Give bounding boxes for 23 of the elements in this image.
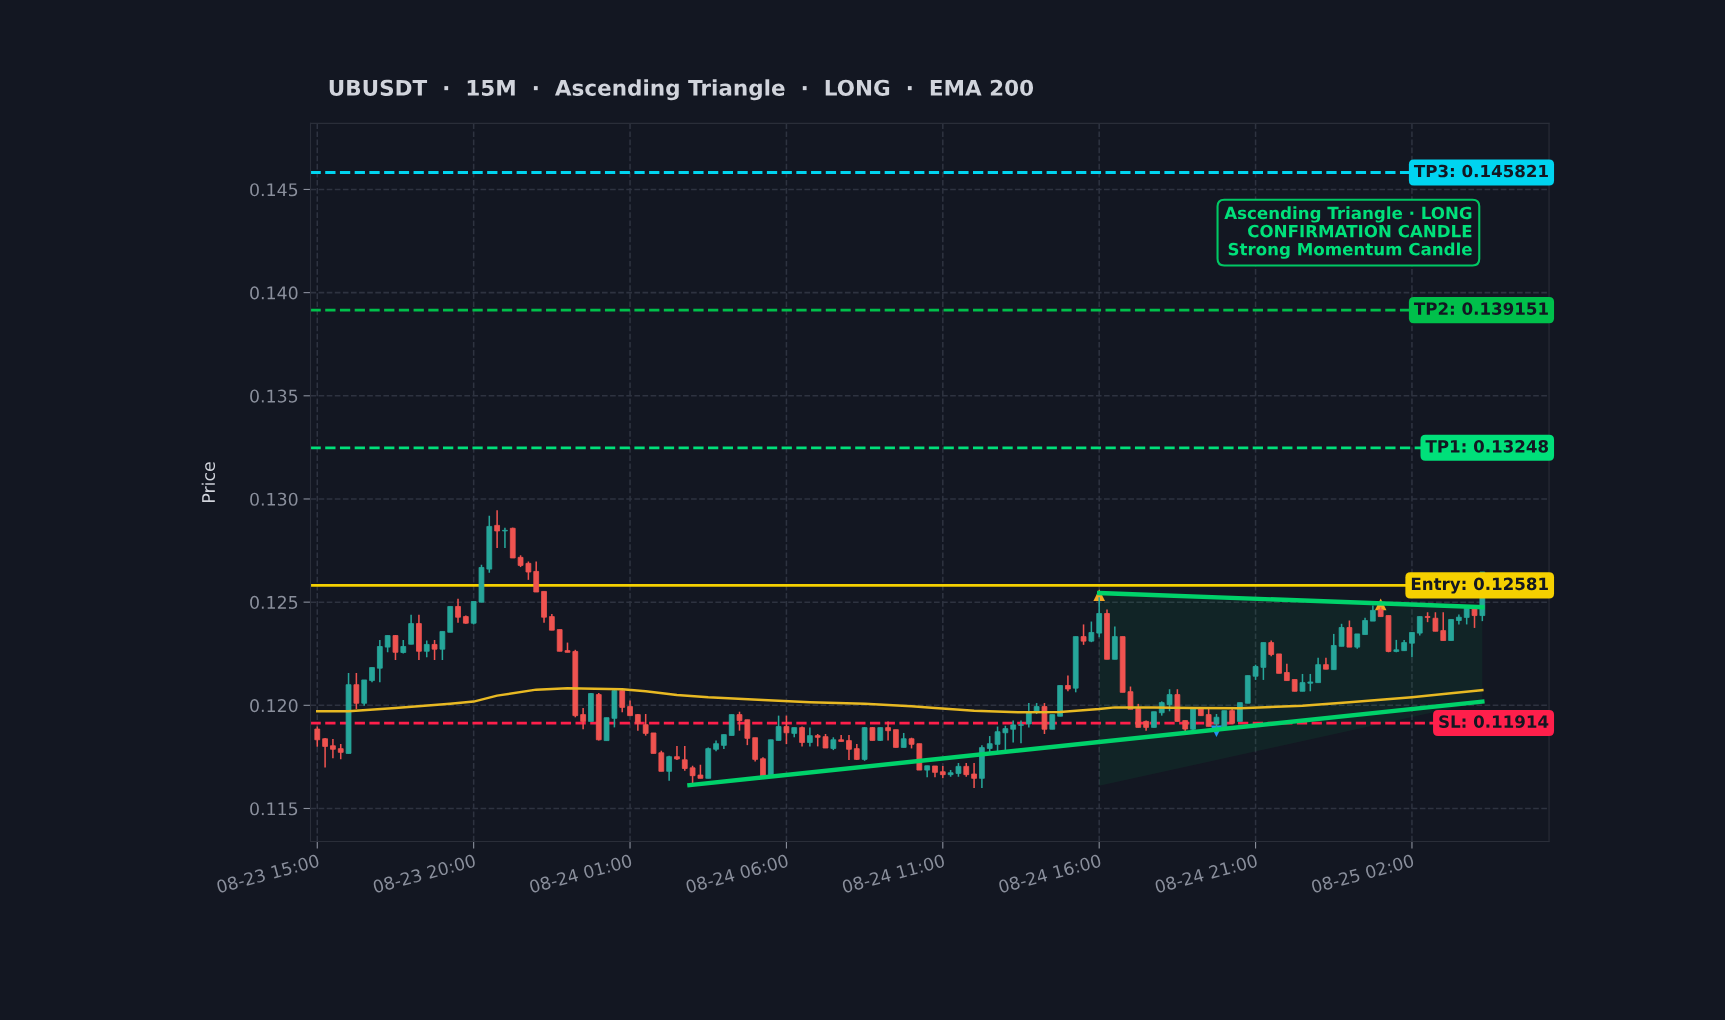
x-tick-label: 08-23 20:00 <box>372 853 477 894</box>
y-axis-title: Price <box>201 462 216 502</box>
y-tick-label: 0.145 <box>250 183 298 197</box>
x-tick-label: 08-24 11:00 <box>841 853 946 894</box>
y-tick-label: 0.135 <box>250 389 298 403</box>
x-tick-label: 08-24 21:00 <box>1154 853 1258 894</box>
x-tick-label: 08-24 16:00 <box>997 853 1102 894</box>
ref-line-label: TP2: 0.139151 <box>1413 302 1548 315</box>
ref-line-label: Entry: 0.12581 <box>1411 577 1548 594</box>
y-tick-label: 0.115 <box>250 802 298 816</box>
ref-line-label: TP1: 0.13248 <box>1425 440 1549 453</box>
y-tick-label: 0.120 <box>250 699 298 713</box>
y-tick-label: 0.140 <box>250 286 298 300</box>
x-tick-label: 08-25 02:00 <box>1310 853 1415 894</box>
annotation: Ascending Triangle · LONG CONFIRMATION CANDLE Strong Momentum Candle <box>1224 206 1472 259</box>
x-tick-label: 08-24 01:00 <box>528 853 633 894</box>
x-tick-label: 08-23 15:00 <box>216 853 320 894</box>
ref-line-label: SL: 0.11914 <box>1439 715 1549 728</box>
x-tick-label: 08-24 06:00 <box>685 853 789 894</box>
chart-title: UBUSDT · 15M · Ascending Triangle · LONG · EMA 200 <box>329 79 1034 101</box>
ref-line-label: TP3: 0.145821 <box>1413 164 1548 178</box>
y-tick-label: 0.125 <box>250 595 298 609</box>
y-tick-label: 0.130 <box>250 492 298 506</box>
